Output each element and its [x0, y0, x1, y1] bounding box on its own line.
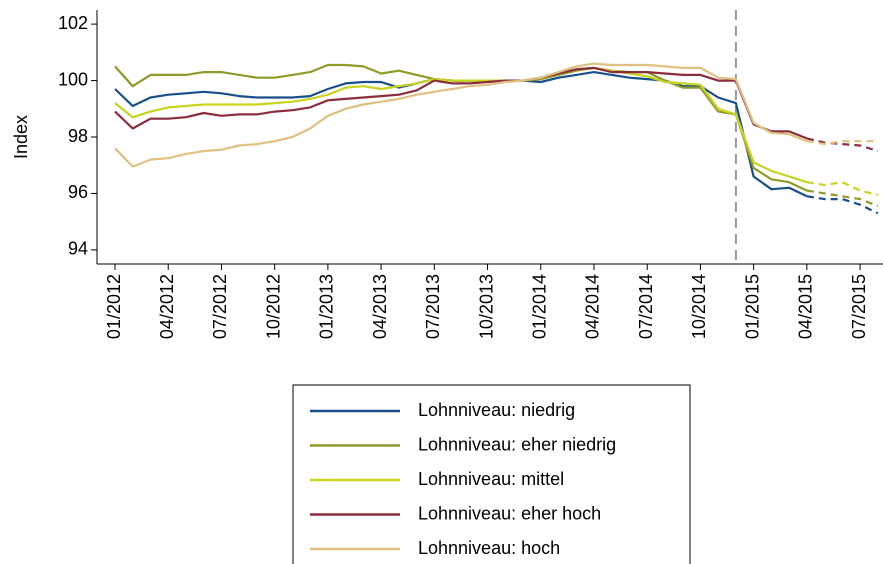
y-tick-label: 96 — [68, 182, 88, 202]
x-tick-label: 01/2015 — [742, 274, 762, 339]
series-line-dashed — [806, 195, 879, 215]
y-axis-label: Index — [11, 115, 31, 159]
x-tick-label: 04/2012 — [157, 274, 177, 339]
legend-label: Lohnniveau: eher niedrig — [418, 434, 616, 454]
x-tick-label: 07/2012 — [210, 274, 230, 339]
series-line — [114, 62, 808, 168]
x-tick-label: 10/2014 — [689, 274, 709, 339]
y-tick-label: 94 — [68, 239, 88, 259]
y-tick-label: 98 — [68, 126, 88, 146]
x-tick-label: 10/2012 — [263, 274, 283, 339]
legend-label: Lohnniveau: eher hoch — [418, 503, 601, 523]
x-tick-label: 01/2013 — [317, 274, 337, 339]
y-tick-label: 102 — [58, 13, 88, 33]
y-tick-label: 100 — [58, 69, 88, 89]
series-line-dashed — [806, 189, 879, 208]
series-line-dashed — [806, 137, 879, 153]
series-line — [114, 66, 808, 140]
legend-label: Lohnniveau: hoch — [418, 538, 560, 558]
legend-label: Lohnniveau: niedrig — [418, 400, 575, 420]
legend-box — [292, 384, 691, 564]
x-tick-label: 07/2015 — [849, 274, 869, 339]
x-tick-label: 04/2013 — [370, 274, 390, 339]
x-tick-label: 07/2014 — [636, 274, 656, 339]
x-tick-label: 04/2014 — [583, 274, 603, 339]
series-line-dashed — [806, 181, 879, 196]
x-tick-label: 07/2013 — [423, 274, 443, 339]
legend-label: Lohnniveau: mittel — [418, 469, 564, 489]
series-line — [114, 66, 808, 184]
x-tick-label: 01/2014 — [530, 274, 550, 339]
series-line-dashed — [806, 140, 878, 146]
x-tick-label: 04/2015 — [796, 274, 816, 339]
x-tick-label: 10/2013 — [476, 274, 496, 339]
x-tick-label: 01/2012 — [104, 274, 124, 339]
